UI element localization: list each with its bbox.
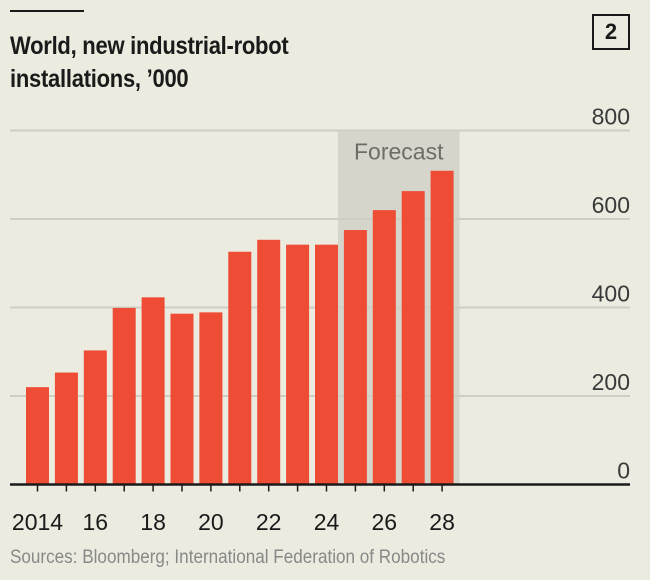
bar-2014 (26, 387, 49, 485)
bar-2027 (401, 191, 425, 485)
y-tick-label-0: 0 (617, 458, 630, 484)
bar-2015 (54, 372, 78, 485)
title-line-2: installations, ’000 (10, 65, 189, 93)
bar-2017 (112, 307, 136, 485)
chart-title: World, new industrial-robot installation… (10, 30, 380, 96)
bar-2018 (141, 297, 165, 485)
y-tick-label-600: 600 (592, 192, 630, 218)
bar-2023 (286, 244, 310, 485)
x-tick-label-2020: 20 (198, 509, 224, 535)
forecast-label: Forecast (354, 139, 444, 165)
x-tick-label-2018: 18 (140, 509, 166, 535)
bar-2025 (343, 230, 367, 485)
x-tick-label-2014: 2014 (12, 509, 63, 535)
x-tick-label-2028: 28 (429, 509, 455, 535)
y-tick-label-400: 400 (592, 281, 630, 307)
source-note: Sources: Bloomberg; International Federa… (10, 547, 446, 568)
bar-2026 (372, 210, 396, 485)
chart-number-badge: 2 (592, 14, 630, 50)
top-rule (10, 10, 84, 12)
x-tick-label-2022: 22 (256, 509, 282, 535)
bar-chart: Forecast 0 200 400 600 800 2014 16 18 20 22 24 26 28 (10, 104, 630, 535)
x-tick-label-2016: 16 (83, 509, 109, 535)
x-tick-label-2026: 26 (372, 509, 398, 535)
bar-2020 (199, 312, 223, 485)
bar-2028 (430, 170, 454, 485)
bar-2016 (83, 350, 107, 485)
y-tick-label-200: 200 (592, 369, 630, 395)
bar-2019 (170, 313, 194, 485)
bar-2022 (257, 239, 281, 485)
x-tick-label-2024: 24 (314, 509, 340, 535)
title-line-1: World, new industrial-robot (10, 32, 289, 60)
bar-2021 (228, 251, 252, 485)
bar-2024 (315, 244, 338, 485)
y-tick-label-800: 800 (592, 104, 630, 130)
